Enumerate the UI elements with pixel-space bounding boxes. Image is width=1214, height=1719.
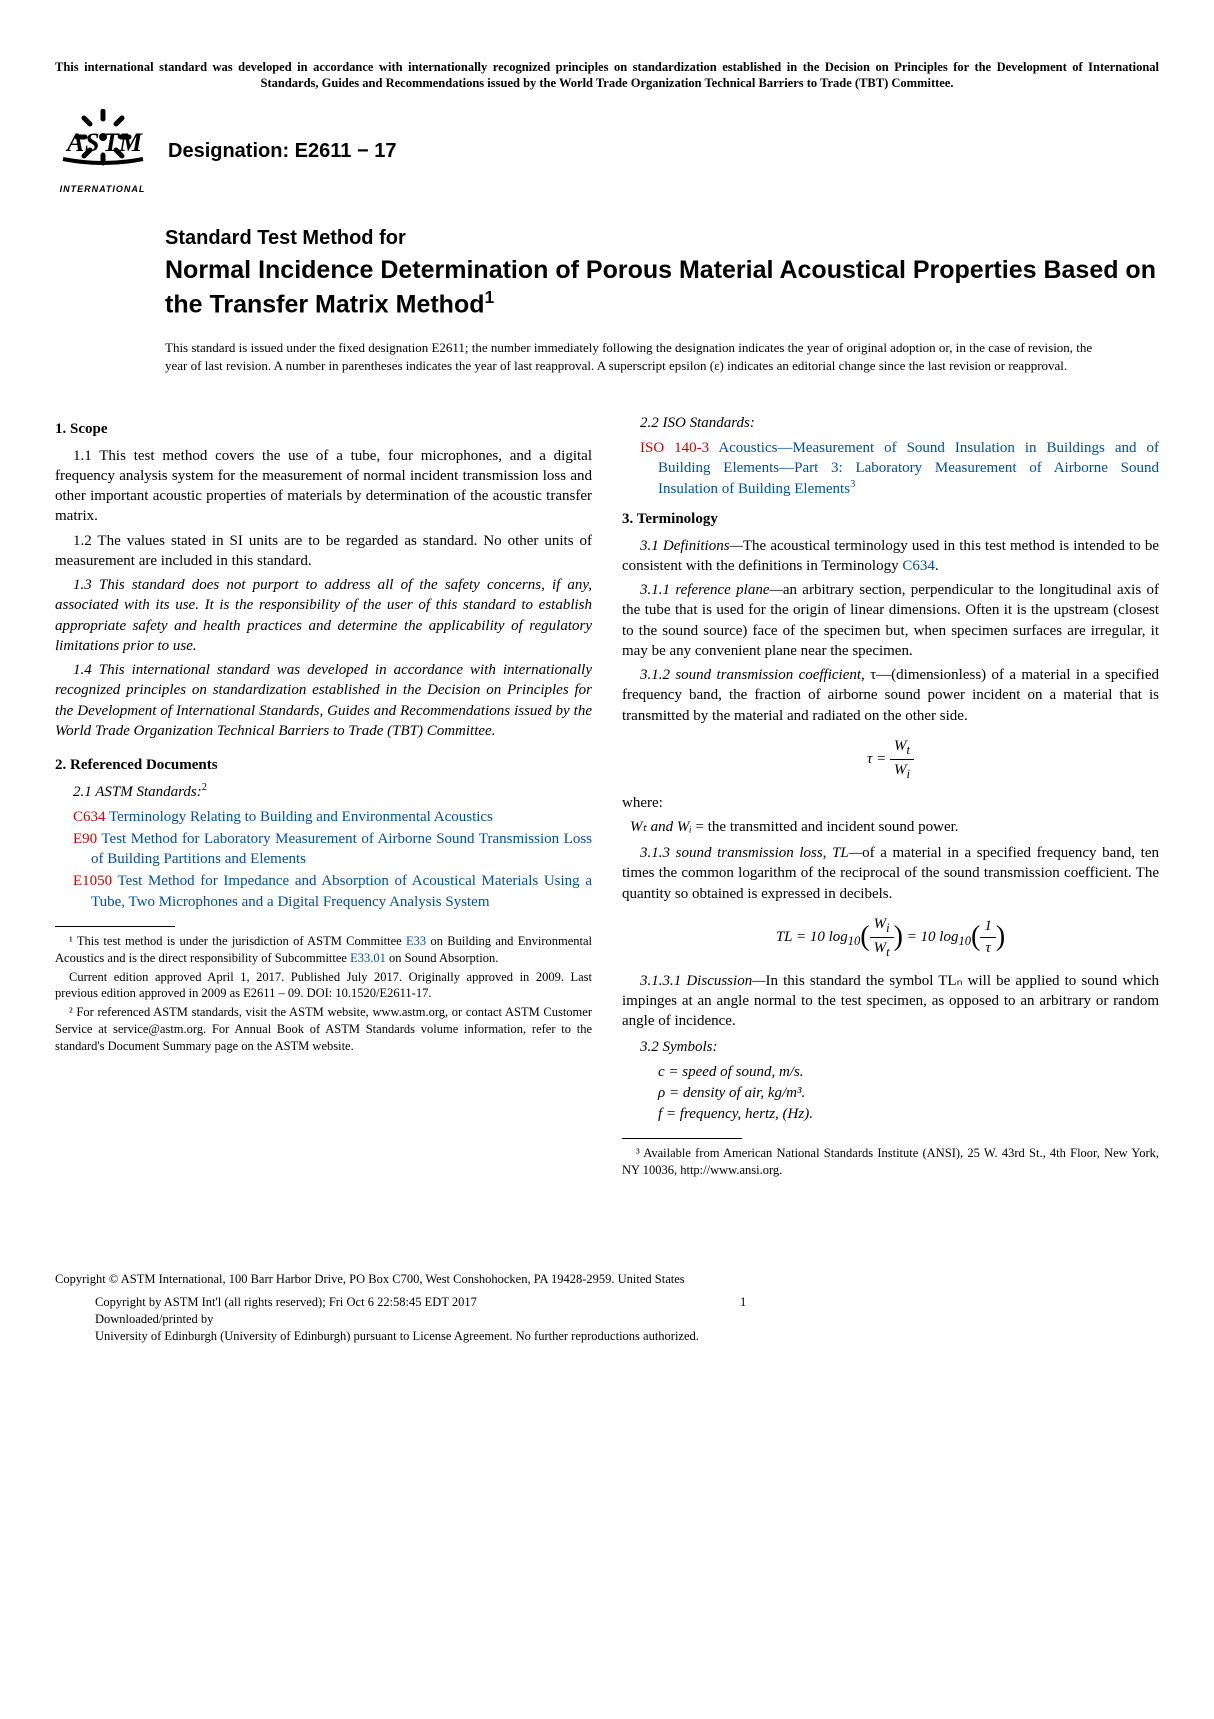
title-note: This standard is issued under the fixed … — [165, 339, 1099, 375]
title-sup: 1 — [485, 287, 495, 307]
footnote-2: ² For referenced ASTM standards, visit t… — [55, 1004, 592, 1055]
ref-iso-text[interactable]: Acoustics—Measurement of Sound Insulatio… — [658, 440, 1159, 498]
ref-iso-code[interactable]: ISO 140-3 — [640, 440, 709, 456]
symbols-head: 3.2 Symbols: — [622, 1037, 1159, 1057]
term-3-1-3-1: 3.1.3.1 Discussion—In this standard the … — [622, 971, 1159, 1032]
svg-text:M: M — [118, 128, 143, 157]
fn1-link-e33[interactable]: E33 — [406, 934, 426, 948]
title-main: Normal Incidence Determination of Porous… — [165, 254, 1159, 321]
sym-rho: ρ = density of air, kg/m³. — [658, 1083, 1159, 1103]
iso-standards-head: 2.2 ISO Standards: — [622, 413, 1159, 433]
ref-c634: C634 Terminology Relating to Building an… — [91, 807, 592, 827]
cp2-text: Copyright by ASTM Int'l (all rights rese… — [95, 1295, 477, 1309]
logo-label: INTERNATIONAL — [55, 183, 150, 195]
ref-e90: E90 Test Method for Laboratory Measureme… — [91, 829, 592, 870]
t31a: 3.1 Definitions— — [640, 538, 743, 554]
designation: Designation: E2611 − 17 — [168, 138, 396, 165]
iso-head-text: 2.2 ISO Standards: — [640, 415, 755, 431]
terminology-head: 3. Terminology — [622, 509, 1159, 529]
astm-head-sup: 2 — [202, 782, 207, 793]
ref-e1050-code[interactable]: E1050 — [73, 873, 112, 889]
ref-e90-code[interactable]: E90 — [73, 831, 97, 847]
ref-iso140: ISO 140-3 Acoustics—Measurement of Sound… — [658, 438, 1159, 500]
left-column: 1. Scope 1.1 This test method covers the… — [55, 413, 592, 1181]
where-line: Wₜ and Wᵢ = the transmitted and incident… — [630, 817, 1159, 837]
ref-c634-text[interactable]: Terminology Relating to Building and Env… — [106, 809, 493, 825]
scope-1-3: 1.3 This standard does not purport to ad… — [55, 575, 592, 656]
page-footer: Copyright © ASTM International, 100 Barr… — [55, 1271, 1159, 1345]
t31c-link[interactable]: C634 — [902, 558, 935, 574]
title-block: Standard Test Method for Normal Incidenc… — [165, 225, 1159, 376]
astm-head-text: 2.1 ASTM Standards: — [73, 784, 202, 800]
where-label: where: — [622, 793, 1159, 813]
svg-text:S: S — [85, 128, 99, 157]
fn1-link-e3301[interactable]: E33.01 — [350, 951, 386, 965]
top-banner: This international standard was develope… — [55, 60, 1159, 91]
copyright-astm: Copyright © ASTM International, 100 Barr… — [55, 1271, 1159, 1288]
ref-c634-code[interactable]: C634 — [73, 809, 106, 825]
wt-wi: Wₜ and Wᵢ — [630, 819, 692, 835]
scope-1-1: 1.1 This test method covers the use of a… — [55, 446, 592, 527]
astm-standards-head: 2.1 ASTM Standards:2 — [55, 781, 592, 802]
scope-head: 1. Scope — [55, 419, 592, 439]
t31d: . — [935, 558, 939, 574]
title-prefix: Standard Test Method for — [165, 225, 1159, 252]
right-column: 2.2 ISO Standards: ISO 140-3 Acoustics—M… — [622, 413, 1159, 1181]
term-3-1: 3.1 Definitions—The acoustical terminolo… — [622, 536, 1159, 577]
title-main-text: Normal Incidence Determination of Porous… — [165, 256, 1156, 319]
term-3-1-2: 3.1.2 sound transmission coefficient, τ—… — [622, 665, 1159, 726]
t313a: 3.1.3 sound transmission loss, TL— — [640, 845, 862, 861]
copyright-line: Copyright by ASTM Int'l (all rights rese… — [95, 1294, 1159, 1311]
svg-text:A: A — [65, 128, 84, 157]
eq-tau: τ = WtWi — [622, 736, 1159, 783]
sym-f: f = frequency, hertz, (Hz). — [658, 1104, 1159, 1124]
header-row: A S T M INTERNATIONAL Designation: E2611… — [55, 109, 1159, 194]
eq-tl: TL = 10 log10(WiWt) = 10 log10(1τ) — [622, 914, 1159, 961]
t312a: 3.1.2 sound transmission coefficient, — [640, 667, 870, 683]
where-text: = the transmitted and incident sound pow… — [692, 819, 959, 835]
term-3-1-3: 3.1.3 sound transmission loss, TL—of a m… — [622, 843, 1159, 904]
ref-e1050-text[interactable]: Test Method for Impedance and Absorption… — [91, 873, 592, 909]
astm-logo: A S T M INTERNATIONAL — [55, 109, 150, 194]
t3131a: 3.1.3.1 Discussion— — [640, 973, 766, 989]
sym-head: 3.2 Symbols: — [640, 1039, 718, 1055]
downloaded-by: Downloaded/printed by — [95, 1311, 1159, 1328]
footnote-1: ¹ This test method is under the jurisdic… — [55, 933, 592, 967]
footnote-3: ³ Available from American National Stand… — [622, 1145, 1159, 1179]
t311a: 3.1.1 reference plane— — [640, 582, 783, 598]
fn1-e: on Sound Absorption. — [386, 951, 499, 965]
fn1-a: ¹ This test method is under the jurisdic… — [69, 934, 406, 948]
refdocs-head: 2. Referenced Documents — [55, 755, 592, 775]
page-number: 1 — [740, 1294, 746, 1311]
footnote-rule-left — [55, 926, 175, 927]
term-3-1-1: 3.1.1 reference plane—an arbitrary secti… — [622, 580, 1159, 661]
footnote-1-p2: Current edition approved April 1, 2017. … — [55, 969, 592, 1003]
svg-text:T: T — [103, 128, 120, 157]
ref-e1050: E1050 Test Method for Impedance and Abso… — [91, 871, 592, 912]
scope-1-4: 1.4 This international standard was deve… — [55, 660, 592, 741]
footnote-rule-right — [622, 1138, 742, 1139]
sym-c: c = speed of sound, m/s. — [658, 1062, 1159, 1082]
two-column-body: 1. Scope 1.1 This test method covers the… — [55, 413, 1159, 1181]
ref-e90-text[interactable]: Test Method for Laboratory Measurement o… — [91, 831, 592, 867]
scope-1-2: 1.2 The values stated in SI units are to… — [55, 531, 592, 572]
ref-iso-sup: 3 — [850, 479, 855, 490]
license-line: University of Edinburgh (University of E… — [95, 1328, 1159, 1345]
